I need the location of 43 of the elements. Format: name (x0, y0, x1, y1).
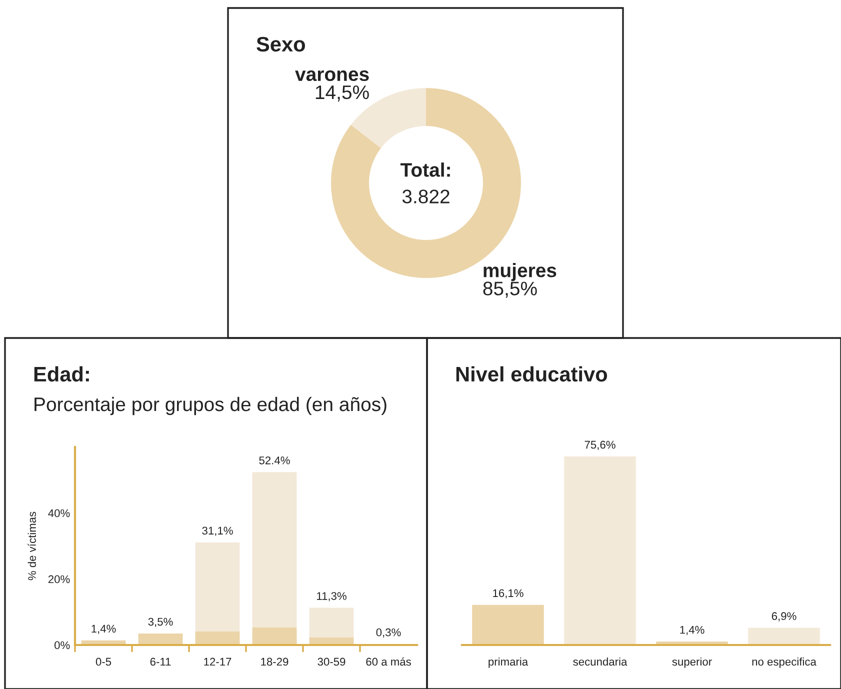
text: 3.822 (402, 190, 450, 204)
text: Total: (400, 162, 450, 177)
bar (309, 608, 354, 638)
bar (195, 631, 240, 645)
bar (564, 456, 636, 645)
y-tick-label: 40% (48, 509, 70, 518)
bar (138, 633, 183, 645)
total-label: 52.4% (259, 456, 290, 464)
data-label: 6,9% (772, 612, 796, 622)
x-tick-label: 30-59 (318, 658, 346, 666)
total-label: 31,1% (202, 526, 233, 536)
data-label: 14,5% (316, 85, 369, 102)
bar (472, 604, 544, 645)
x-tick-label: 0-5 (96, 658, 112, 666)
total-label: 3,5% (148, 618, 173, 628)
y-axis-title: % de víctimas (28, 512, 36, 580)
x-tick-label: 6-11 (150, 658, 171, 666)
x-tick-label: 18-29 (261, 658, 288, 666)
x-tick-label: no especifica (752, 658, 816, 668)
bar (252, 628, 297, 645)
total-label: 0,3% (376, 628, 401, 638)
y-tick-label: 0% (54, 641, 70, 650)
x-tick-label: primaria (488, 658, 528, 668)
bar (252, 472, 297, 628)
slice-label: mujeres (484, 262, 556, 282)
chart-title: Edad: (34, 366, 89, 382)
total-label: 1,4% (92, 624, 116, 634)
bar (195, 542, 240, 632)
x-tick-label: 12-17 (204, 658, 232, 666)
y-tick-label: 20% (48, 575, 70, 584)
bar (748, 628, 820, 645)
chart-title: Nivel educativo (456, 366, 608, 382)
data-label: 85,5% (483, 282, 537, 298)
x-tick-label: secundaria (573, 658, 628, 666)
chart-subtitle: Porcentaje por grupos de edad (en años) (34, 396, 386, 416)
x-tick-label: 60 a más (366, 657, 411, 666)
data-label: 16,1% (493, 589, 524, 598)
data-label: 1,4% (680, 626, 704, 636)
total-label: 11,3% (317, 592, 346, 602)
x-tick-label: superior (672, 658, 712, 668)
slice-label: varones (295, 70, 369, 82)
chart-title: Sexo (256, 36, 305, 52)
data-label: 75,6% (584, 440, 616, 450)
